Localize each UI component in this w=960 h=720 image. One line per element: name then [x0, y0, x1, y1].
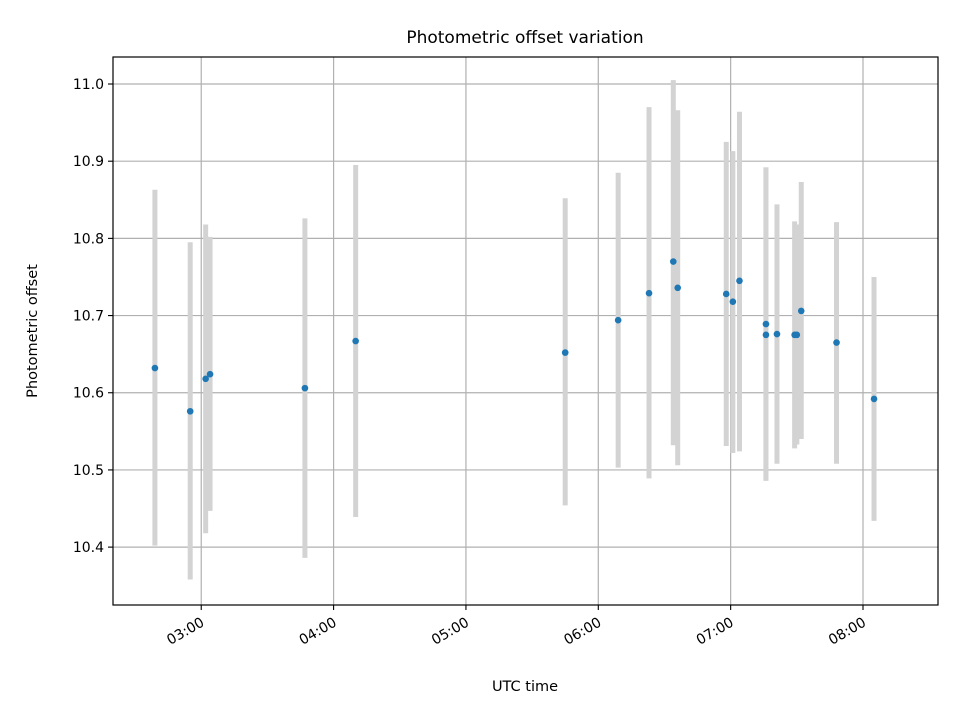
data-point: [202, 375, 209, 383]
x-tick-label: 07:00: [694, 615, 737, 649]
data-point: [561, 349, 569, 356]
x-tick-label: 06:00: [561, 615, 604, 649]
data-point: [736, 277, 743, 285]
y-tick-label: 10.8: [73, 231, 104, 247]
data-point: [674, 284, 682, 292]
y-axis-label: Photometric offset: [25, 264, 41, 398]
data-point: [301, 384, 309, 392]
data-points: [151, 258, 878, 415]
data-point: [645, 289, 653, 297]
data-point: [729, 298, 737, 305]
chart-title: Photometric offset variation: [406, 28, 643, 48]
data-point: [833, 339, 840, 346]
x-tick-label: 03:00: [164, 615, 207, 649]
grid-lines: [113, 57, 938, 605]
x-tick-label: 04:00: [297, 615, 340, 649]
data-point: [793, 331, 801, 339]
data-point: [797, 307, 805, 315]
y-ticks: 10.4 10.5 10.6 10.7 10.8 10.9 11.0: [73, 77, 113, 556]
data-point: [669, 258, 677, 265]
x-tick-label: 08:00: [826, 615, 869, 649]
x-ticks: 03:00 04:00 05:00 06:00 07:00 08:00: [164, 605, 869, 649]
y-tick-label: 10.5: [73, 463, 104, 479]
data-point: [762, 331, 770, 339]
data-point: [352, 337, 359, 345]
data-point: [151, 364, 159, 372]
y-tick-label: 10.6: [73, 386, 104, 402]
y-tick-label: 10.4: [73, 540, 104, 556]
data-point: [773, 330, 781, 338]
x-tick-label: 05:00: [429, 615, 472, 649]
error-bars: [152, 80, 877, 580]
y-tick-label: 11.0: [73, 77, 104, 93]
plot-area-frame: [112, 56, 939, 606]
data-point: [762, 320, 770, 328]
x-axis-label: UTC time: [492, 679, 558, 695]
data-point: [722, 290, 730, 298]
data-point: [206, 370, 214, 378]
data-point: [186, 407, 194, 415]
y-tick-label: 10.9: [73, 154, 104, 170]
y-tick-label: 10.7: [73, 309, 104, 325]
data-point: [870, 395, 878, 403]
data-point: [614, 316, 622, 324]
